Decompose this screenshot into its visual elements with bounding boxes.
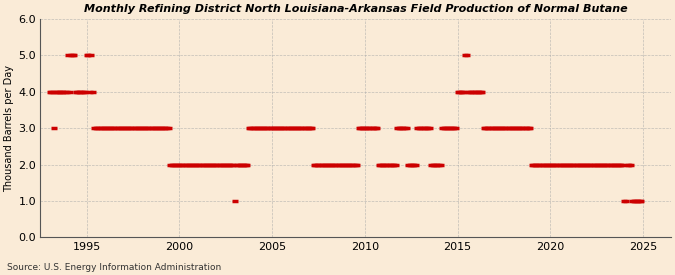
Y-axis label: Thousand Barrels per Day: Thousand Barrels per Day bbox=[4, 65, 14, 192]
Title: Monthly Refining District North Louisiana-Arkansas Field Production of Normal Bu: Monthly Refining District North Louisian… bbox=[84, 4, 627, 14]
Text: Source: U.S. Energy Information Administration: Source: U.S. Energy Information Administ… bbox=[7, 263, 221, 272]
